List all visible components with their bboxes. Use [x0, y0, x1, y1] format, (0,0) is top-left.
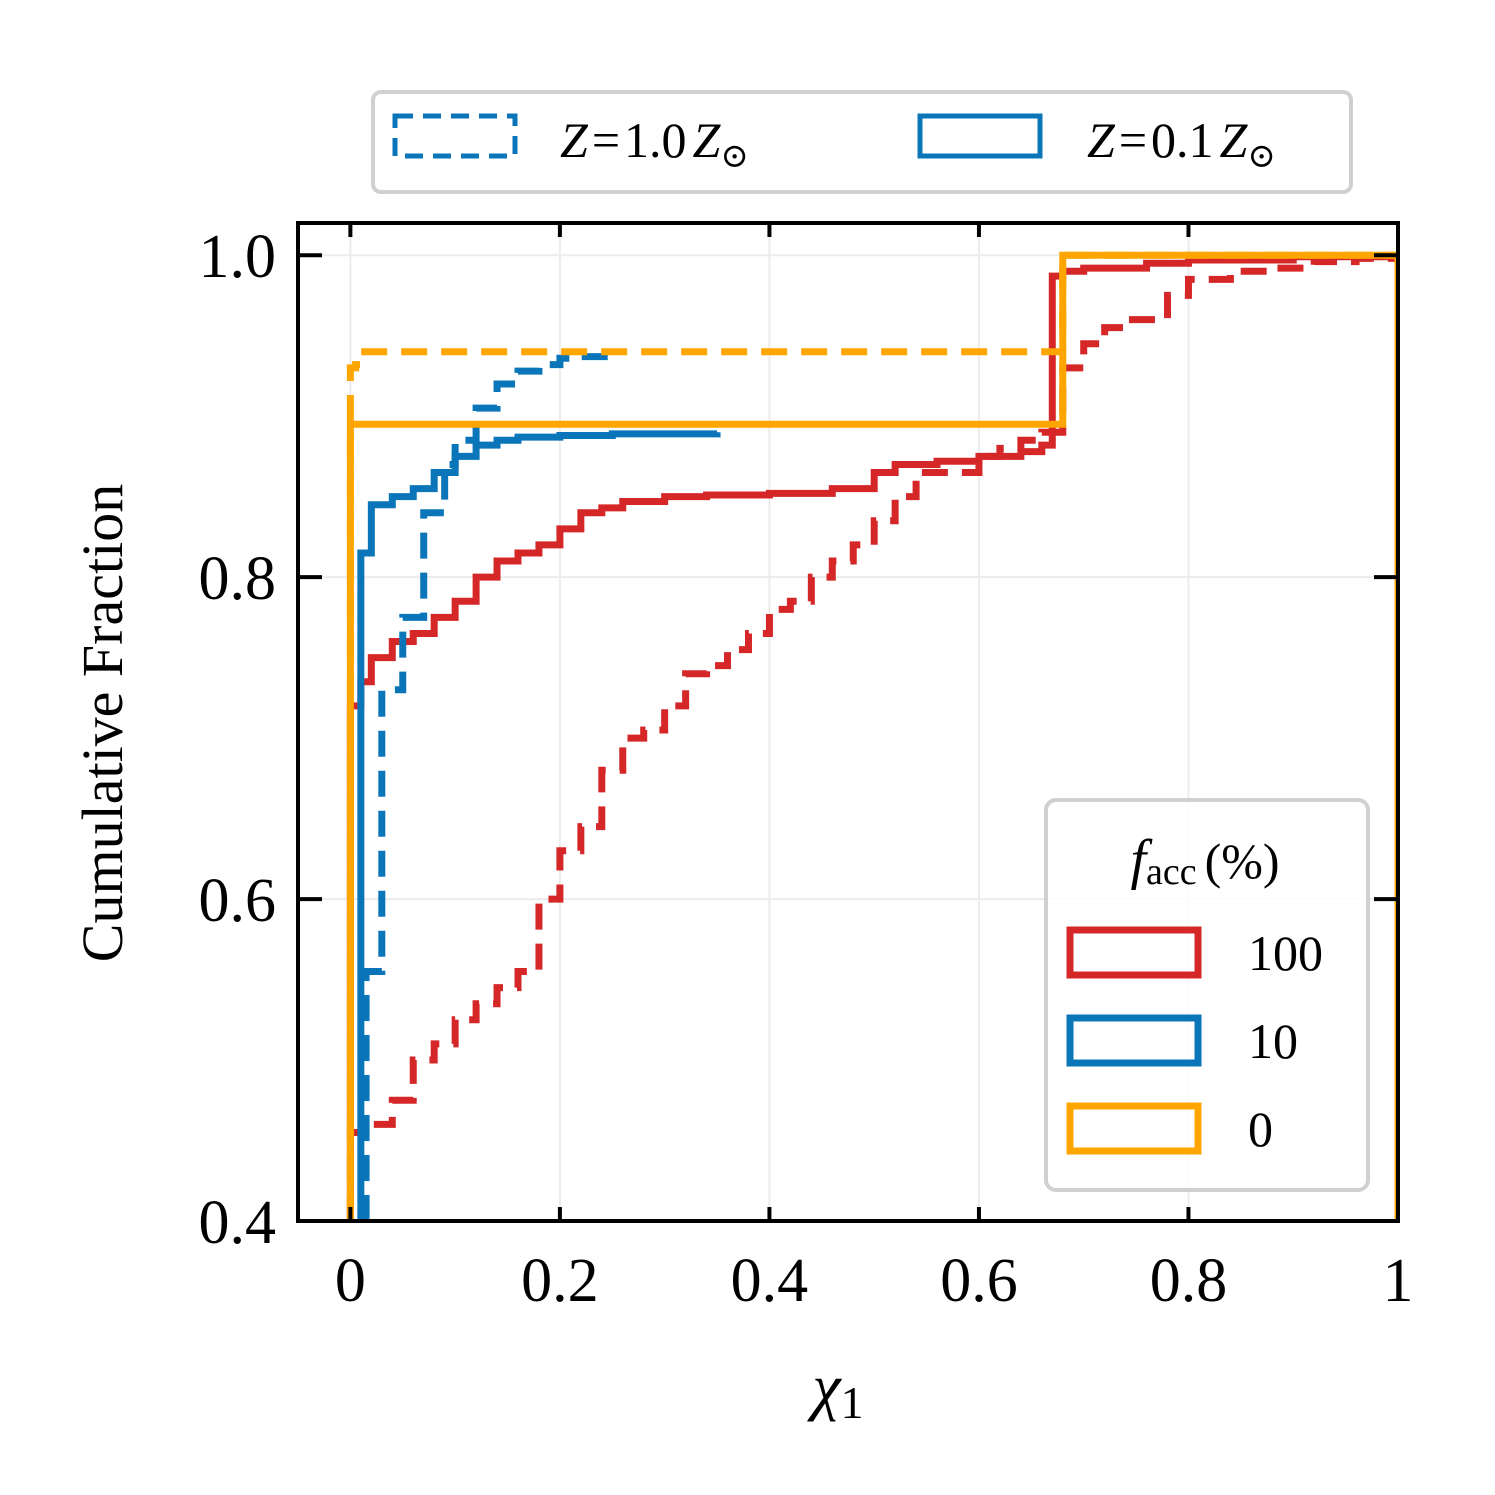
series-line-2	[362, 353, 616, 1221]
legend-facc-frame	[1044, 798, 1370, 1192]
x-tick-label: 0	[335, 1247, 366, 1315]
legend-swatch-10	[1066, 1014, 1202, 1067]
series-line-4	[346, 251, 1398, 1221]
x-tick-label: 0.8	[1150, 1247, 1228, 1315]
y-tick-label: 0.4	[199, 1189, 277, 1257]
legend-swatch-100	[1066, 926, 1202, 979]
x-tick-label: 1	[1383, 1247, 1414, 1315]
legend-facc: facc (%) 100 10 0	[1044, 798, 1370, 1192]
x-axis-label-subscript: 1	[841, 1377, 864, 1428]
x-axis-label-symbol: χ	[806, 1351, 842, 1422]
axes-frame	[296, 221, 1400, 1223]
series-line-3	[357, 430, 721, 1221]
data-series	[346, 251, 1398, 1221]
series-line-5	[346, 251, 1398, 1221]
legend-swatch-dashed	[392, 113, 518, 159]
y-tick-labels: 0.4 0.6 0.8 1.0	[199, 223, 277, 1257]
legend-label-0: 0	[1248, 1101, 1273, 1157]
x-tick-label: 0.2	[521, 1247, 599, 1315]
y-tick-label: 0.6	[199, 867, 277, 935]
y-axis-label: Cumulative Fraction	[70, 484, 135, 962]
x-tick-labels: 0 0.2 0.4 0.6 0.8 1	[335, 1247, 1414, 1315]
x-tick-label: 0.6	[940, 1247, 1018, 1315]
legend-label-100: 100	[1248, 925, 1323, 981]
x-tick-label: 0.4	[731, 1247, 809, 1315]
legend-label-10: 10	[1248, 1013, 1298, 1069]
legend-facc-title: facc (%)	[1130, 829, 1279, 893]
x-axis-label: χ1	[806, 1351, 863, 1428]
series-line-0	[346, 254, 1398, 1221]
tick-marks	[298, 223, 1400, 1223]
legend-swatch-0	[1066, 1102, 1202, 1155]
y-tick-label: 0.8	[199, 545, 277, 613]
legend-metallicity: Z=1.0 Z⊙ Z=0.1 Z⊙	[371, 90, 1353, 194]
legend-metallicity-frame	[371, 90, 1353, 194]
legend-swatch-solid	[917, 113, 1043, 159]
series-line-1	[346, 253, 1398, 1221]
y-tick-label: 1.0	[199, 223, 277, 291]
legend-label-z-0.1: Z=0.1 Z⊙	[1087, 112, 1276, 175]
legend-label-z-1.0: Z=1.0 Z⊙	[560, 112, 749, 175]
